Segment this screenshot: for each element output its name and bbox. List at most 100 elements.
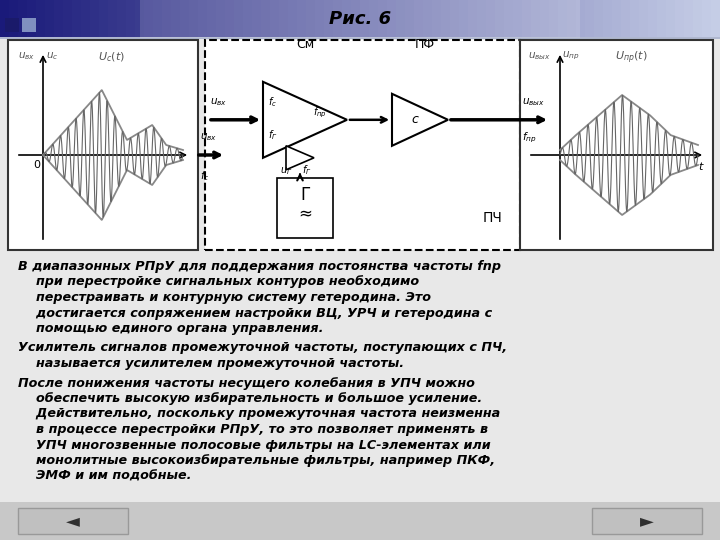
Bar: [459, 0, 469, 38]
Text: 0: 0: [33, 160, 40, 170]
Bar: [189, 0, 199, 38]
Bar: [468, 0, 478, 38]
Text: $f_{пр}$: $f_{пр}$: [522, 130, 536, 145]
Text: Усилитель сигналов промежуточной частоты, поступающих с ПЧ,: Усилитель сигналов промежуточной частоты…: [18, 341, 507, 354]
Bar: [450, 0, 460, 38]
Bar: [135, 0, 145, 38]
Bar: [27, 0, 37, 38]
Bar: [432, 0, 442, 38]
Bar: [0, 37, 720, 39]
Text: $f_с$: $f_с$: [268, 95, 277, 109]
Bar: [585, 0, 595, 38]
Text: ≈: ≈: [298, 204, 312, 222]
Bar: [351, 0, 361, 38]
Text: $u_Г$: $u_Г$: [280, 165, 292, 177]
Bar: [423, 0, 433, 38]
Bar: [45, 0, 55, 38]
Text: ПФ: ПФ: [415, 38, 435, 51]
Bar: [342, 0, 352, 38]
Bar: [333, 0, 343, 38]
Bar: [9, 0, 19, 38]
Text: при перестройке сигнальных контуров необходимо: при перестройке сигнальных контуров необ…: [18, 275, 419, 288]
Bar: [702, 0, 712, 38]
Text: перестраивать и контурную систему гетеродина. Это: перестраивать и контурную систему гетеро…: [18, 291, 431, 304]
Bar: [522, 0, 532, 38]
Bar: [414, 0, 424, 38]
Text: Действительно, поскольку промежуточная частота неизменна: Действительно, поскольку промежуточная ч…: [18, 408, 500, 421]
Bar: [495, 0, 505, 38]
Bar: [684, 0, 694, 38]
Bar: [360, 0, 370, 38]
Bar: [378, 0, 388, 38]
Bar: [558, 0, 568, 38]
Bar: [369, 0, 379, 38]
Text: ПЧ: ПЧ: [482, 211, 502, 225]
Text: $u_{вх}$: $u_{вх}$: [200, 131, 217, 143]
Bar: [270, 0, 280, 38]
Text: монолитные высокоизбирательные фильтры, например ПКФ,: монолитные высокоизбирательные фильтры, …: [18, 454, 495, 467]
Text: $U_{пр}(t)$: $U_{пр}(t)$: [615, 50, 647, 66]
Bar: [666, 0, 676, 38]
Text: $f_Г$: $f_Г$: [302, 163, 312, 177]
Text: в процессе перестройки РПрУ, то это позволяет применять в: в процессе перестройки РПрУ, то это позв…: [18, 423, 488, 436]
Bar: [396, 0, 406, 38]
Bar: [207, 0, 217, 38]
Text: $u_{вх}$: $u_{вх}$: [18, 50, 35, 62]
Polygon shape: [392, 94, 448, 146]
Bar: [567, 0, 577, 38]
Bar: [315, 0, 325, 38]
Text: помощью единого органа управления.: помощью единого органа управления.: [18, 322, 323, 335]
Text: достигается сопряжением настройки ВЦ, УРЧ и гетеродина с: достигается сопряжением настройки ВЦ, УР…: [18, 307, 492, 320]
Bar: [549, 0, 559, 38]
Bar: [54, 0, 64, 38]
Bar: [639, 0, 649, 38]
Bar: [630, 0, 640, 38]
Bar: [225, 0, 235, 38]
Text: $u_{вых}$: $u_{вых}$: [528, 50, 551, 62]
Bar: [520, 40, 713, 250]
Text: обеспечить высокую избирательность и большое усиление.: обеспечить высокую избирательность и бол…: [18, 392, 482, 405]
Bar: [279, 0, 289, 38]
Bar: [594, 0, 604, 38]
Bar: [592, 508, 702, 534]
Bar: [153, 0, 163, 38]
Text: Cм: Cм: [296, 38, 314, 51]
Bar: [22, 18, 36, 32]
Text: $u_{вх}$: $u_{вх}$: [210, 96, 228, 107]
Bar: [693, 0, 703, 38]
Bar: [180, 0, 190, 38]
Text: называется усилителем промежуточной частоты.: называется усилителем промежуточной част…: [18, 357, 404, 370]
Polygon shape: [286, 146, 314, 170]
Text: c: c: [412, 113, 418, 126]
Bar: [108, 0, 118, 38]
Bar: [216, 0, 226, 38]
Bar: [441, 0, 451, 38]
Text: $u_{пр}$: $u_{пр}$: [562, 50, 580, 63]
Bar: [277, 178, 333, 238]
Bar: [0, 0, 10, 38]
Bar: [711, 0, 720, 38]
Text: После понижения частоты несущего колебания в УПЧ можно: После понижения частоты несущего колебан…: [18, 376, 475, 389]
Bar: [140, 0, 580, 38]
Text: $u_с$: $u_с$: [46, 50, 58, 62]
Bar: [198, 0, 208, 38]
Bar: [36, 0, 46, 38]
Text: t: t: [698, 162, 703, 172]
Bar: [675, 0, 685, 38]
Bar: [162, 0, 172, 38]
Text: $f_{пр}$: $f_{пр}$: [313, 105, 327, 119]
Bar: [486, 0, 496, 38]
Bar: [0, 502, 720, 540]
Bar: [621, 0, 631, 38]
Bar: [18, 508, 128, 534]
Bar: [477, 0, 487, 38]
Text: Рис. 6: Рис. 6: [329, 10, 391, 28]
Bar: [612, 0, 622, 38]
Text: В диапазонных РПрУ для поддержания постоянства частоты fnp: В диапазонных РПрУ для поддержания посто…: [18, 260, 501, 273]
Bar: [288, 0, 298, 38]
Bar: [90, 0, 100, 38]
Bar: [324, 0, 334, 38]
Bar: [205, 40, 520, 250]
Bar: [540, 0, 550, 38]
Text: $U_с(t)$: $U_с(t)$: [98, 50, 125, 64]
